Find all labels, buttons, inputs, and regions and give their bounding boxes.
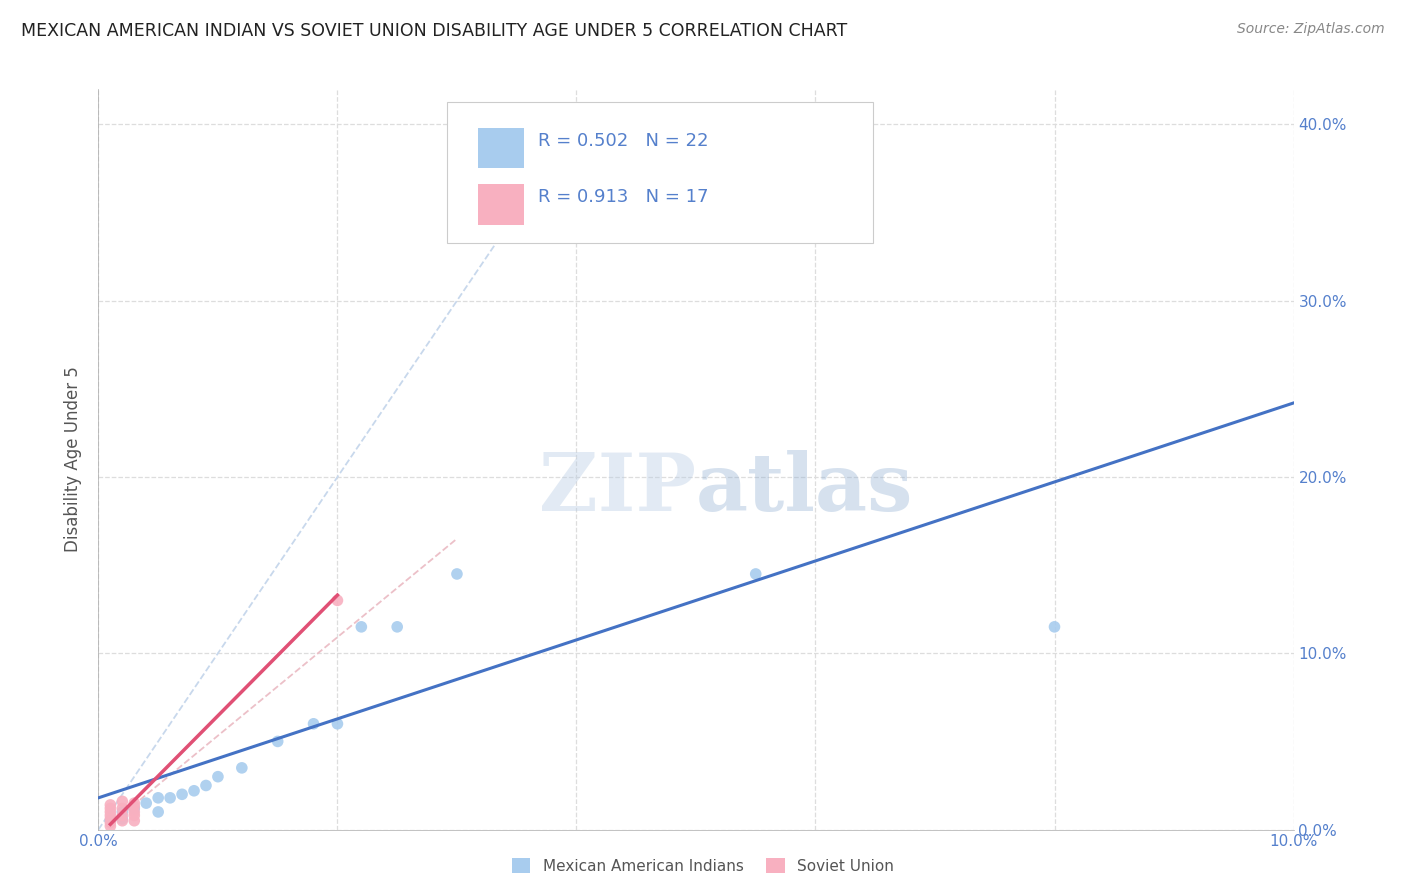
Point <box>446 566 468 581</box>
Legend: Mexican American Indians, Soviet Union: Mexican American Indians, Soviet Union <box>506 852 900 880</box>
Point <box>745 566 768 581</box>
Point <box>231 761 253 775</box>
Point <box>98 801 122 815</box>
FancyBboxPatch shape <box>447 102 873 244</box>
Point <box>302 716 325 731</box>
Text: MEXICAN AMERICAN INDIAN VS SOVIET UNION DISABILITY AGE UNDER 5 CORRELATION CHART: MEXICAN AMERICAN INDIAN VS SOVIET UNION … <box>21 22 848 40</box>
Point <box>350 620 373 634</box>
Point <box>183 784 205 798</box>
Point <box>207 770 229 784</box>
Point <box>98 797 122 812</box>
Point <box>98 808 122 822</box>
Point <box>111 801 134 815</box>
Point <box>172 787 194 801</box>
Point <box>124 801 146 815</box>
Point <box>111 808 134 822</box>
Point <box>159 790 181 805</box>
Text: Source: ZipAtlas.com: Source: ZipAtlas.com <box>1237 22 1385 37</box>
Point <box>267 734 290 748</box>
Point <box>98 805 122 819</box>
FancyBboxPatch shape <box>478 184 524 225</box>
Text: R = 0.913   N = 17: R = 0.913 N = 17 <box>538 188 709 206</box>
Point <box>98 814 122 828</box>
Point <box>111 794 134 808</box>
Y-axis label: Disability Age Under 5: Disability Age Under 5 <box>65 367 83 552</box>
Point <box>124 814 146 828</box>
Text: atlas: atlas <box>696 450 914 528</box>
Point <box>195 779 218 793</box>
Point <box>124 808 146 822</box>
Text: ZIP: ZIP <box>538 450 696 528</box>
Point <box>111 805 134 819</box>
Point <box>326 593 349 607</box>
Point <box>326 716 349 731</box>
Point <box>124 805 146 819</box>
Point <box>148 790 170 805</box>
Point <box>111 814 134 828</box>
Point <box>135 796 157 810</box>
Point <box>385 620 409 634</box>
FancyBboxPatch shape <box>478 128 524 169</box>
Point <box>124 799 146 814</box>
Point <box>148 805 170 819</box>
Point <box>98 815 122 830</box>
Point <box>98 819 122 833</box>
Point <box>98 812 122 826</box>
Point <box>111 812 134 826</box>
Point <box>541 205 564 219</box>
Point <box>1043 620 1066 634</box>
Point <box>124 796 146 810</box>
Text: R = 0.502   N = 22: R = 0.502 N = 22 <box>538 132 709 150</box>
